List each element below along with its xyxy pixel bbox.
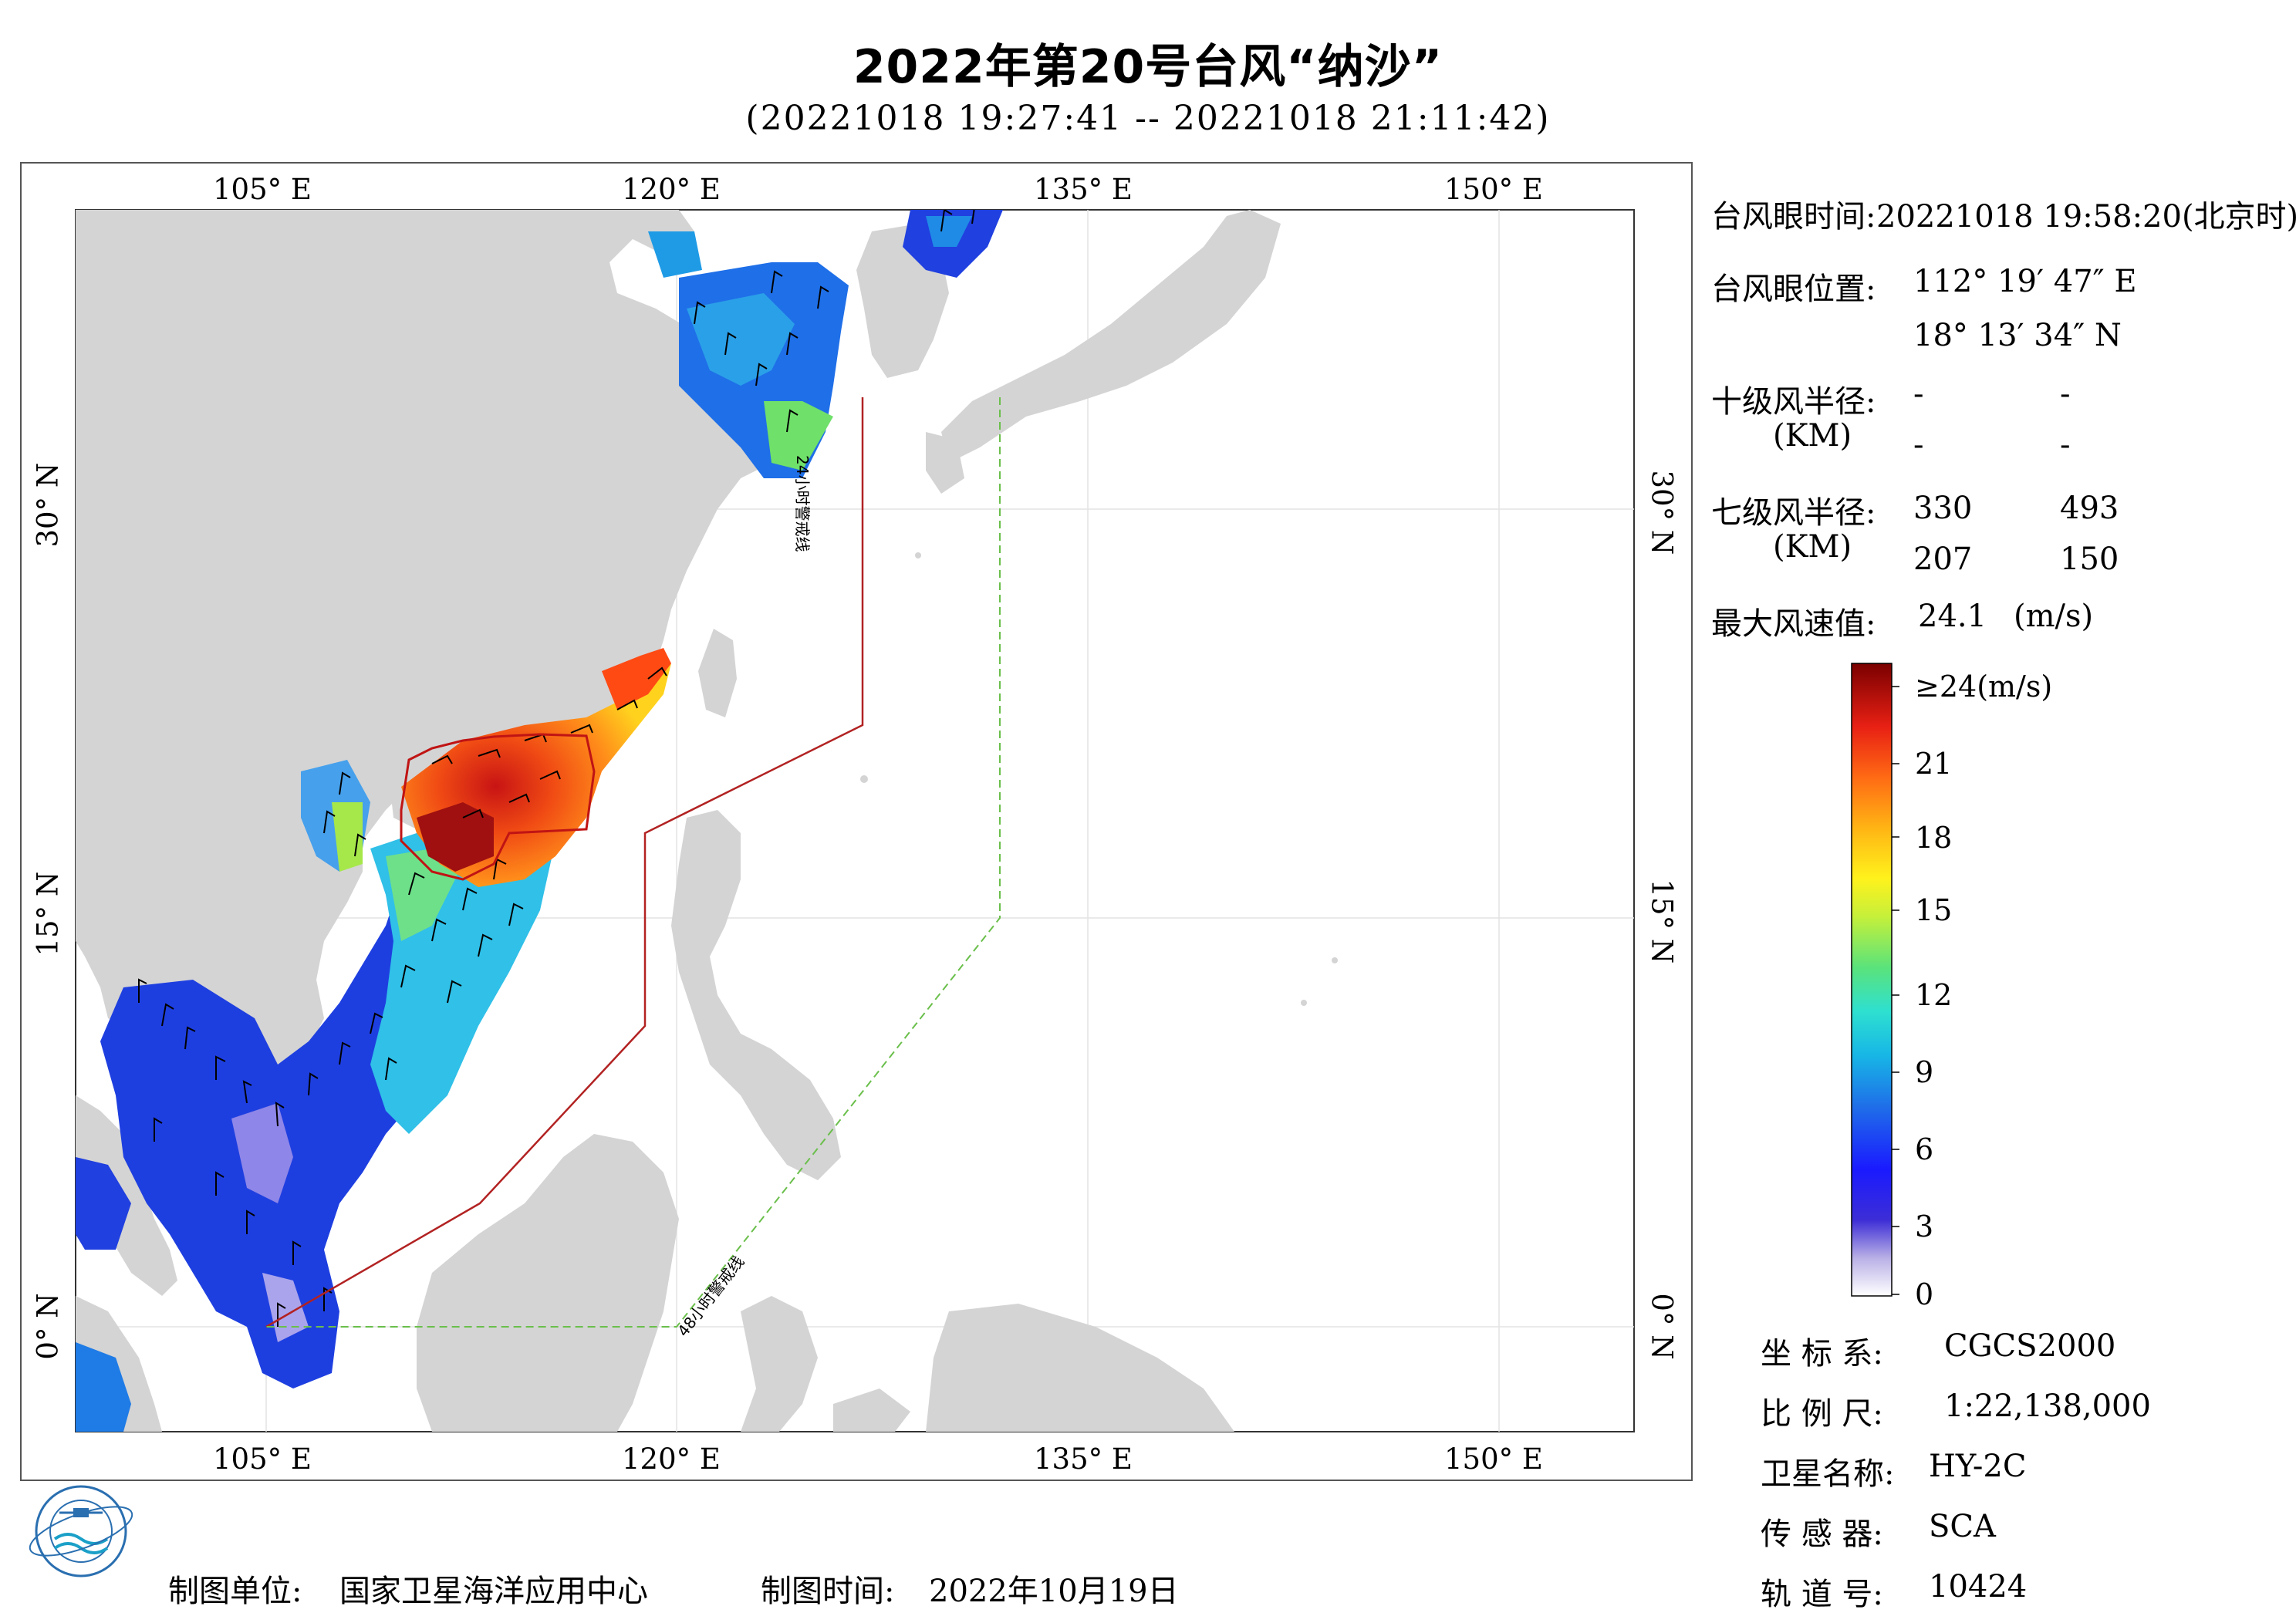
colorbar-label: 0 (1915, 1277, 1934, 1311)
lon-tick-top: 150° E (1444, 173, 1543, 206)
colorbar-label: ≥24(m/s) (1915, 670, 2053, 704)
producer-label: 制图单位: (168, 1574, 302, 1609)
lon-tick-top: 135° E (1034, 173, 1133, 206)
satellite-label: 卫星名称: (1761, 1456, 1895, 1492)
warning-line-24h (265, 397, 864, 1328)
eye-time-value: 20221018 19:58:20(北京时) (1876, 199, 2296, 235)
r7-value: 330 (1913, 491, 1973, 526)
r10-label: 十级风半径: (1711, 384, 1876, 420)
satellite-value: HY-2C (1929, 1449, 2027, 1484)
r7-label: 七级风半径: (1711, 495, 1876, 531)
lon-tick-top: 120° E (622, 173, 721, 206)
lon-tick-bottom: 135° E (1034, 1442, 1133, 1476)
lat-tick-left: 15° N (31, 871, 65, 957)
eye-latitude: 18° 13′ 34″ N (1913, 318, 2122, 353)
lat-tick-right: 30° N (1645, 470, 1679, 555)
r7-value: 150 (2060, 542, 2119, 577)
r7-value: 207 (1913, 542, 1973, 577)
orbit-label: 轨 道 号: (1761, 1577, 1883, 1612)
wind-barbs (138, 210, 975, 1327)
max-wind-label: 最大风速值: (1711, 606, 1876, 642)
lon-tick-top: 105° E (213, 173, 312, 206)
lon-tick-bottom: 120° E (622, 1442, 721, 1476)
scale-label: 比 例 尺: (1761, 1396, 1883, 1432)
orbit-value: 10424 (1929, 1569, 2028, 1604)
colorbar-label: 9 (1915, 1055, 1934, 1089)
max-wind-value: 24.1 (1918, 599, 1987, 634)
nsoas-logo-icon (29, 1485, 133, 1577)
lat-tick-left: 0° N (31, 1293, 65, 1360)
colorbar-label: 12 (1915, 978, 1953, 1012)
production-date-value: 2022年10月19日 (929, 1574, 1179, 1609)
lat-tick-right: 15° N (1645, 879, 1679, 964)
r10-value: - (1913, 427, 1924, 463)
r10-value: - (2060, 376, 2071, 412)
sensor-label: 传 感 器: (1761, 1517, 1883, 1552)
wind-swath (76, 210, 1003, 1432)
lat-tick-left: 30° N (31, 462, 65, 548)
crs-value: CGCS2000 (1944, 1328, 2116, 1364)
wind-radius-outline (400, 733, 596, 881)
colorbar-label: 15 (1915, 893, 1953, 927)
sensor-value: SCA (1929, 1509, 1996, 1544)
colorbar-label: 3 (1915, 1210, 1934, 1243)
observation-time-range: (20221018 19:27:41 -- 20221018 21:11:42) (745, 99, 1551, 138)
scale-value: 1:22,138,000 (1944, 1388, 2151, 1424)
warning-line-24h-label: 24小时警戒线 (793, 455, 812, 552)
r10-value: - (1913, 376, 1924, 412)
eye-time-label: 台风眼时间: (1711, 199, 1876, 235)
warning-line-48h (266, 397, 1001, 1328)
map-title: 2022年第20号台风“纳沙” (853, 40, 1443, 94)
r7-unit: (KM) (1773, 529, 1852, 565)
lat-tick-right: 0° N (1645, 1293, 1679, 1360)
map-frame (20, 162, 1693, 1481)
eye-position-label: 台风眼位置: (1711, 272, 1876, 307)
max-wind-unit: (m/s) (2014, 599, 2094, 634)
wind-speed-colorbar (1851, 663, 1893, 1297)
colorbar-ticks (1892, 686, 1899, 1295)
r10-unit: (KM) (1773, 418, 1852, 454)
lon-tick-bottom: 105° E (213, 1442, 312, 1476)
colorbar-label: 6 (1915, 1132, 1934, 1166)
eye-longitude: 112° 19′ 47″ E (1913, 264, 2137, 299)
r10-value: - (2060, 427, 2071, 463)
r7-value: 493 (2060, 491, 2119, 526)
colorbar-label: 21 (1915, 747, 1953, 781)
production-date-label: 制图时间: (761, 1574, 895, 1609)
lon-tick-bottom: 150° E (1444, 1442, 1543, 1476)
producer-value: 国家卫星海洋应用中心 (339, 1574, 648, 1609)
colorbar-label: 18 (1915, 821, 1953, 855)
crs-label: 坐 标 系: (1761, 1336, 1883, 1372)
